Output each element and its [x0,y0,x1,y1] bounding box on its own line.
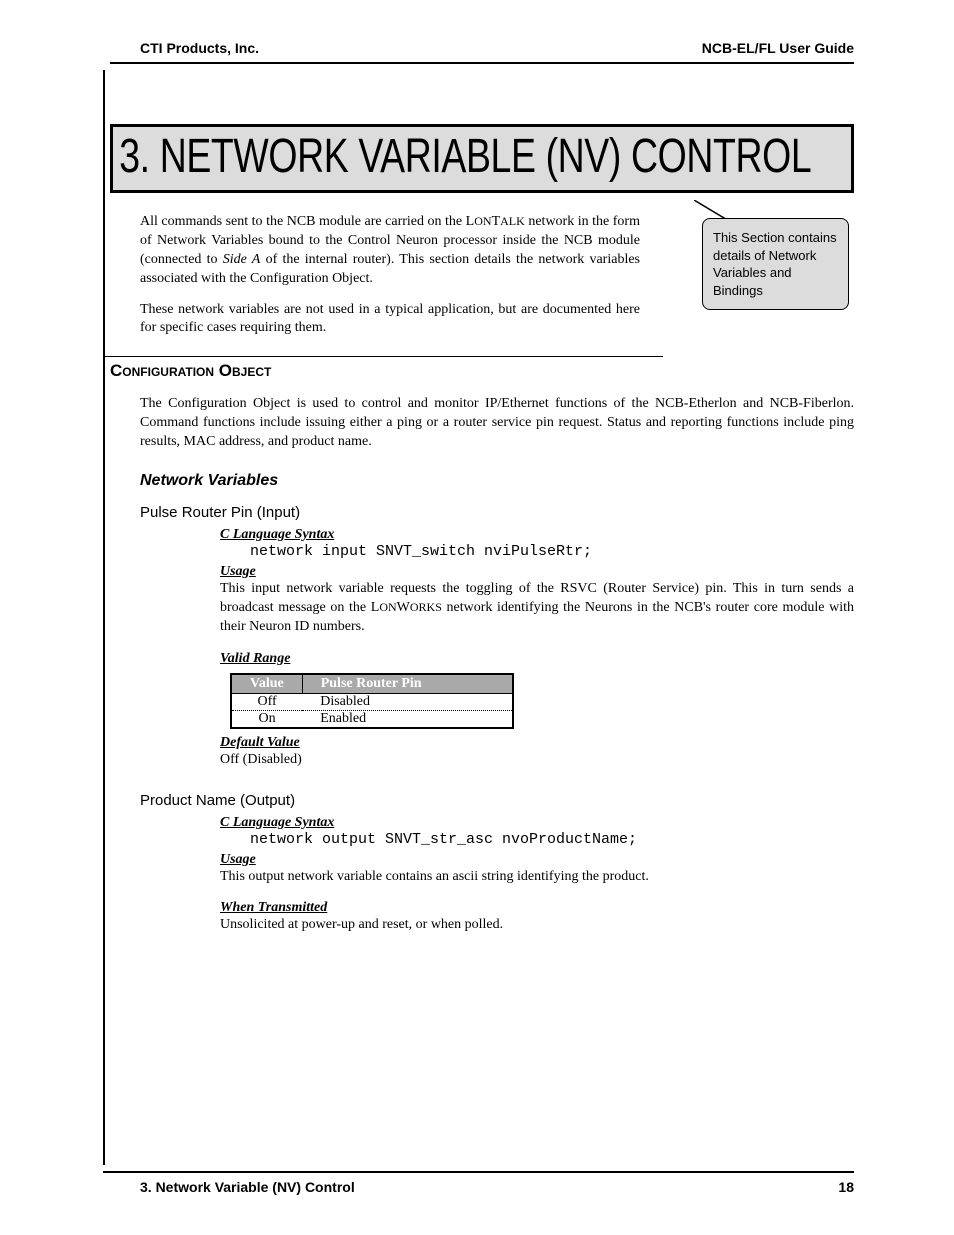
footer-page-number: 18 [838,1179,854,1195]
nv1-usage-text: This input network variable requests the… [220,580,854,637]
th-pin: Pulse Router Pin [302,674,512,694]
cell: On [231,710,302,728]
header-rule [110,62,854,64]
intro-p1: All commands sent to the NCB module are … [140,213,640,289]
nv1-range-table: Value Pulse Router Pin Off Disabled On E… [230,673,514,729]
nv1-body: C Language Syntax network input SNVT_swi… [220,527,854,770]
page-footer: 3. Network Variable (NV) Control 18 [110,1179,854,1195]
nv2-syntax: network output SNVT_str_asc nvoProductNa… [250,831,854,848]
chapter-title-box: 3. Network Variable (NV) Control [110,124,854,193]
page-header: CTI Products, Inc. NCB-EL/FL User Guide [140,40,854,56]
table-row: Off Disabled [231,693,513,710]
intro-p2: These network variables are not used in … [140,301,640,339]
nv2-usage-text: This output network variable contains an… [220,868,854,887]
section-rule [103,356,663,357]
nv1-syntax-label: C Language Syntax [220,527,854,543]
nv2-body: C Language Syntax network output SNVT_st… [220,815,854,936]
cell: Disabled [302,693,512,710]
header-left: CTI Products, Inc. [140,40,259,56]
table-header-row: Value Pulse Router Pin [231,674,513,694]
nv1-name: Pulse Router Pin (Input) [140,504,854,521]
section-body: The Configuration Object is used to cont… [140,395,854,935]
chapter-title: 3. Network Variable (NV) Control [113,127,689,190]
nv2-syntax-label: C Language Syntax [220,815,854,831]
header-right: NCB-EL/FL User Guide [702,40,854,56]
nv1-default-value: Off (Disabled) [220,751,854,770]
section-heading: Configuration Object [110,361,854,381]
nv2-when-text: Unsolicited at power-up and reset, or wh… [220,916,854,935]
nv1-range-label: Valid Range [220,651,854,667]
section-desc: The Configuration Object is used to cont… [140,395,854,452]
table-row: On Enabled [231,710,513,728]
subsection-heading: Network Variables [140,472,854,490]
nv1-default-label: Default Value [220,735,854,751]
th-value: Value [231,674,302,694]
left-rule [103,70,105,1165]
cell: Enabled [302,710,512,728]
nv2-usage-label: Usage [220,852,854,868]
footer-rule [103,1171,854,1173]
intro-block: All commands sent to the NCB module are … [140,213,640,338]
cell: Off [231,693,302,710]
nv1-usage-label: Usage [220,564,854,580]
callout-box: This Section contains details of Network… [702,218,849,310]
footer-left: 3. Network Variable (NV) Control [140,1179,355,1195]
nv2-when-label: When Transmitted [220,900,854,916]
nv1-syntax: network input SNVT_switch nviPulseRtr; [250,543,854,560]
nv2-name: Product Name (Output) [140,792,854,809]
